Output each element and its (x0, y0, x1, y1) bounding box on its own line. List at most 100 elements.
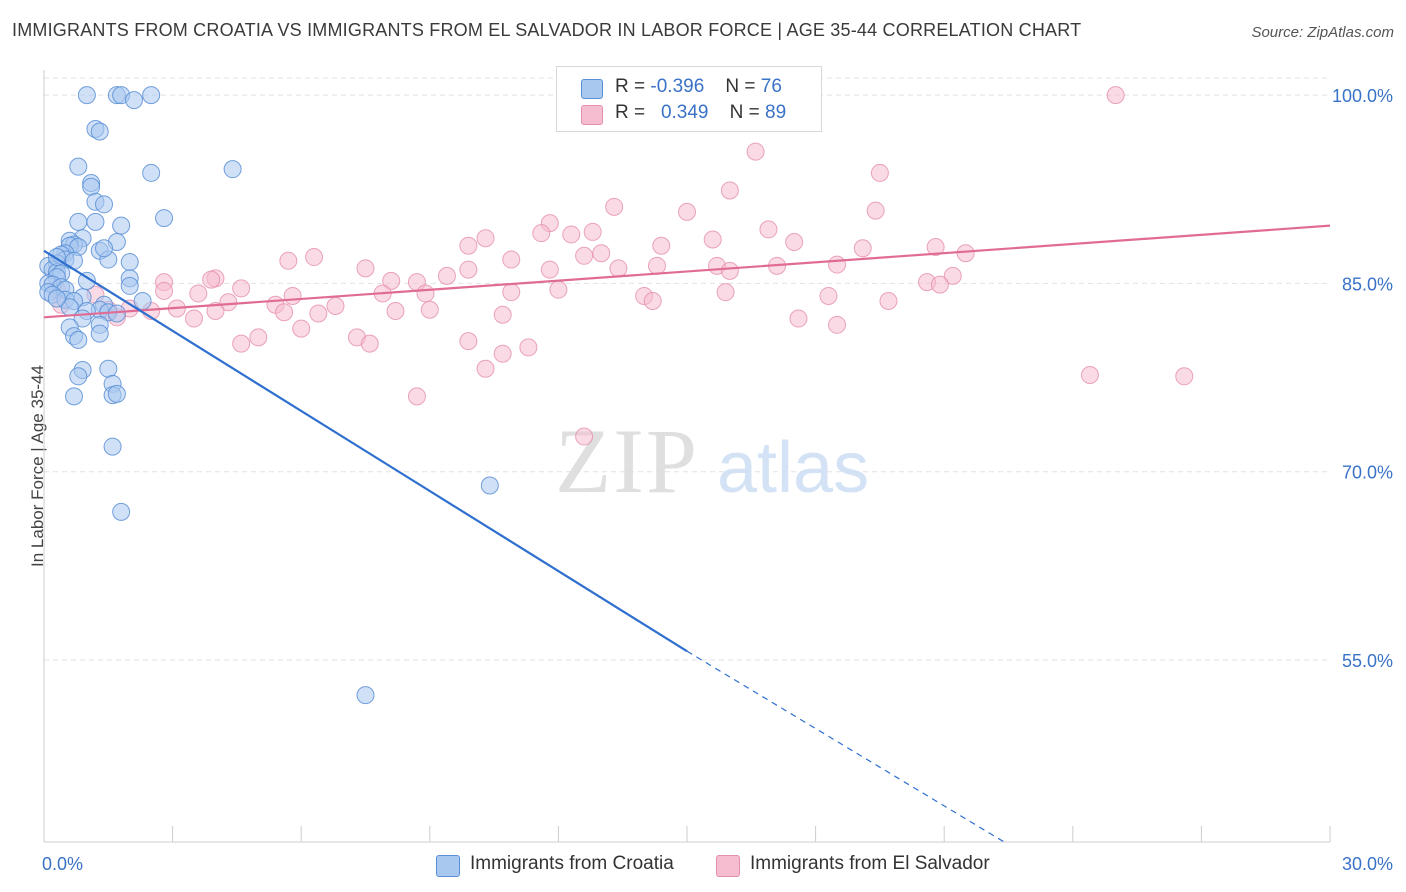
el-salvador-points (47, 86, 1194, 446)
data-point-elsalvador (185, 309, 204, 328)
legend-swatch-elsalvador (581, 105, 603, 125)
data-point-elsalvador (292, 319, 311, 338)
data-point-croatia (86, 212, 105, 231)
data-point-elsalvador (476, 229, 495, 248)
data-point-elsalvador (828, 315, 847, 334)
data-point-croatia (142, 163, 161, 182)
data-point-elsalvador (279, 251, 298, 270)
bottom-legend-swatch-elsalvador (716, 855, 740, 877)
data-point-croatia (155, 209, 174, 228)
data-point-elsalvador (275, 303, 294, 322)
data-point-elsalvador (249, 328, 268, 347)
data-point-elsalvador (785, 232, 804, 251)
data-point-croatia (112, 502, 131, 521)
data-point-croatia (120, 276, 139, 295)
x-tick-label-max: 30.0% (1342, 854, 1393, 874)
data-point-elsalvador (789, 309, 808, 328)
trendline-croatia (43, 249, 688, 653)
data-point-elsalvador (189, 284, 208, 303)
trendline-croatia-extension (686, 650, 1005, 843)
legend-r-value-elsalvador: 0.349 (660, 102, 709, 123)
data-point-elsalvador (382, 271, 401, 290)
data-point-croatia (480, 476, 499, 495)
y-tick-label: 100.0% (1332, 86, 1393, 106)
data-point-elsalvador (219, 293, 238, 312)
data-point-elsalvador (459, 260, 478, 279)
data-point-croatia (69, 212, 88, 231)
data-point-elsalvador (1080, 366, 1099, 385)
legend-r-value-croatia: -0.396 (650, 76, 705, 97)
data-point-elsalvador (716, 283, 735, 302)
data-point-elsalvador (155, 281, 174, 300)
data-point-elsalvador (746, 142, 765, 161)
data-point-elsalvador (720, 261, 739, 280)
data-point-elsalvador (502, 250, 521, 269)
data-point-elsalvador (1175, 367, 1194, 386)
data-point-croatia (103, 437, 122, 456)
data-point-croatia (107, 384, 126, 403)
data-point-elsalvador (583, 222, 602, 241)
data-point-elsalvador (592, 244, 611, 263)
data-point-elsalvador (930, 275, 949, 294)
data-point-elsalvador (549, 280, 568, 299)
chart-title: IMMIGRANTS FROM CROATIA VS IMMIGRANTS FR… (12, 20, 1082, 40)
axes (43, 70, 1331, 843)
data-point-croatia (112, 216, 131, 235)
legend-n-value-croatia: 76 (760, 76, 782, 97)
data-point-elsalvador (420, 300, 439, 319)
data-point-croatia (142, 86, 161, 105)
data-point-elsalvador (232, 279, 251, 298)
data-point-croatia (95, 239, 114, 258)
data-point-croatia (69, 367, 88, 386)
data-point-elsalvador (493, 344, 512, 363)
trend-lines (43, 224, 1331, 843)
data-point-elsalvador (386, 302, 405, 321)
data-point-elsalvador (502, 283, 521, 302)
data-point-croatia (95, 195, 114, 214)
bottom-legend-label-elsalvador: Immigrants from El Salvador (750, 853, 990, 874)
data-point-croatia (65, 387, 84, 406)
legend-swatch-croatia (581, 79, 603, 99)
data-point-elsalvador (356, 259, 375, 278)
y-tick-label: 70.0% (1342, 463, 1393, 483)
data-point-elsalvador (853, 239, 872, 258)
data-point-elsalvador (206, 302, 225, 321)
data-point-croatia (133, 291, 152, 310)
data-point-croatia (223, 160, 242, 179)
data-point-croatia (90, 324, 109, 343)
watermark-atlas: atlas (717, 428, 869, 508)
watermark-zip: ZIP (555, 410, 699, 512)
data-point-elsalvador (407, 387, 426, 406)
data-point-croatia (69, 330, 88, 349)
x-tick-label-min: 0.0% (42, 854, 83, 874)
data-point-croatia (90, 122, 109, 141)
data-point-croatia (125, 91, 144, 110)
data-point-elsalvador (532, 224, 551, 243)
data-point-elsalvador (575, 246, 594, 265)
data-point-elsalvador (459, 236, 478, 255)
legend-r-label: R = (615, 76, 646, 97)
legend-n-label: N = (729, 102, 760, 123)
data-point-elsalvador (476, 359, 495, 378)
data-point-croatia (77, 86, 96, 105)
data-point-elsalvador (943, 266, 962, 285)
data-point-croatia (82, 177, 101, 196)
data-point-elsalvador (866, 201, 885, 220)
data-point-croatia (69, 157, 88, 176)
data-point-croatia (120, 253, 139, 272)
data-point-elsalvador (828, 255, 847, 274)
data-point-elsalvador (326, 296, 345, 315)
legend-n-value-elsalvador: 89 (765, 102, 787, 123)
data-point-elsalvador (605, 197, 624, 216)
data-point-elsalvador (202, 270, 221, 289)
data-point-elsalvador (703, 230, 722, 249)
bottom-legend-label-croatia: Immigrants from Croatia (470, 853, 674, 874)
data-point-elsalvador (416, 284, 435, 303)
y-tick-label: 85.0% (1342, 274, 1393, 294)
croatia-points (39, 86, 499, 705)
data-point-elsalvador (437, 266, 456, 285)
data-point-elsalvador (926, 237, 945, 256)
watermark: ZIP atlas (555, 410, 869, 512)
data-point-elsalvador (652, 236, 671, 255)
